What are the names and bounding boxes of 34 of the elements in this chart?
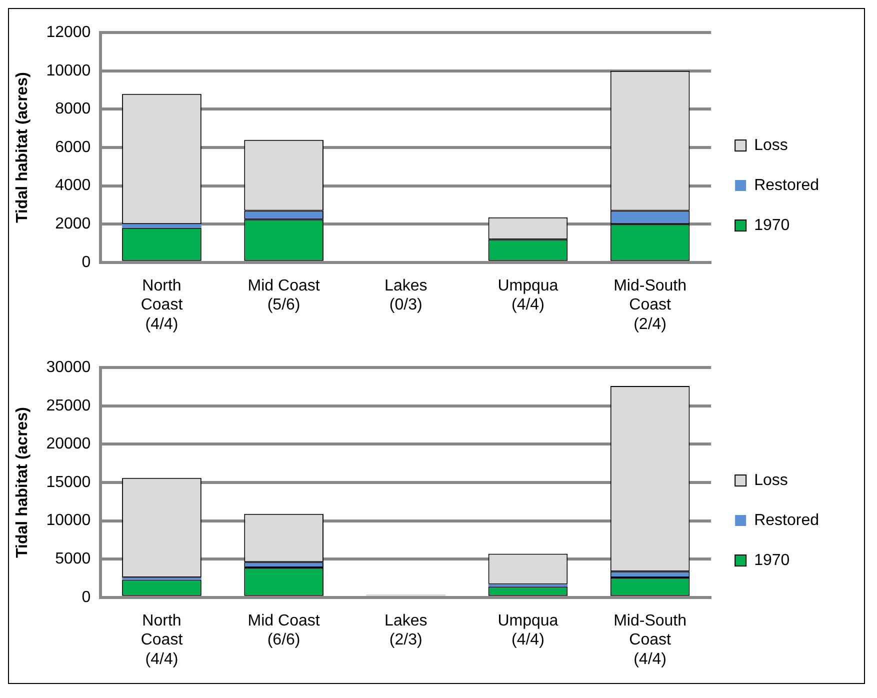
legend-label: 1970 [754,552,790,569]
x-tick-label: Lakes (0/3) [384,277,428,314]
legend-label: Restored [754,176,819,194]
y-tick-label: 12000 [46,24,91,42]
y-tick-label: 0 [82,254,91,271]
y-tick-label: 15000 [46,474,91,491]
legend-label: Loss [754,472,788,489]
legend-label: Restored [754,512,819,529]
x-tick-label: Mid-South Coast (2/4) [614,277,686,333]
y-tick-label: 10000 [46,512,91,530]
x-tick-label: Umpqua (4/4) [498,612,558,649]
x-tick-label: North Coast (4/4) [140,612,184,668]
x-tick-label: Mid-South Coast (4/4) [614,612,686,668]
y-tick-label: 25000 [46,397,91,414]
y-tick-label: 8000 [55,100,91,118]
bar [122,224,202,228]
x-tick-label: Umpqua (4/4) [498,277,558,314]
y-tick-label: 0 [82,588,91,606]
y-axis-title: Tidal habitat (acres) [14,407,32,558]
y-tick-label: 30000 [46,359,91,376]
y-axis-title: Tidal habitat (acres) [14,72,32,223]
x-tick-label: Mid Coast (6/6) [248,612,320,649]
x-tick-label: North Coast (4/4) [140,277,184,333]
legend-label: Loss [754,136,788,154]
y-tick-label: 4000 [55,177,91,194]
y-tick-label: 10000 [46,62,91,80]
y-tick-label: 20000 [46,436,91,453]
x-tick-label: Mid Coast (5/6) [248,277,320,314]
x-tick-label: Lakes (2/3) [384,612,428,649]
legend-label: 1970 [754,216,790,234]
y-tick-label: 6000 [55,138,91,156]
bar [122,577,202,580]
y-tick-label: 5000 [55,550,91,568]
y-tick-label: 2000 [55,216,91,233]
